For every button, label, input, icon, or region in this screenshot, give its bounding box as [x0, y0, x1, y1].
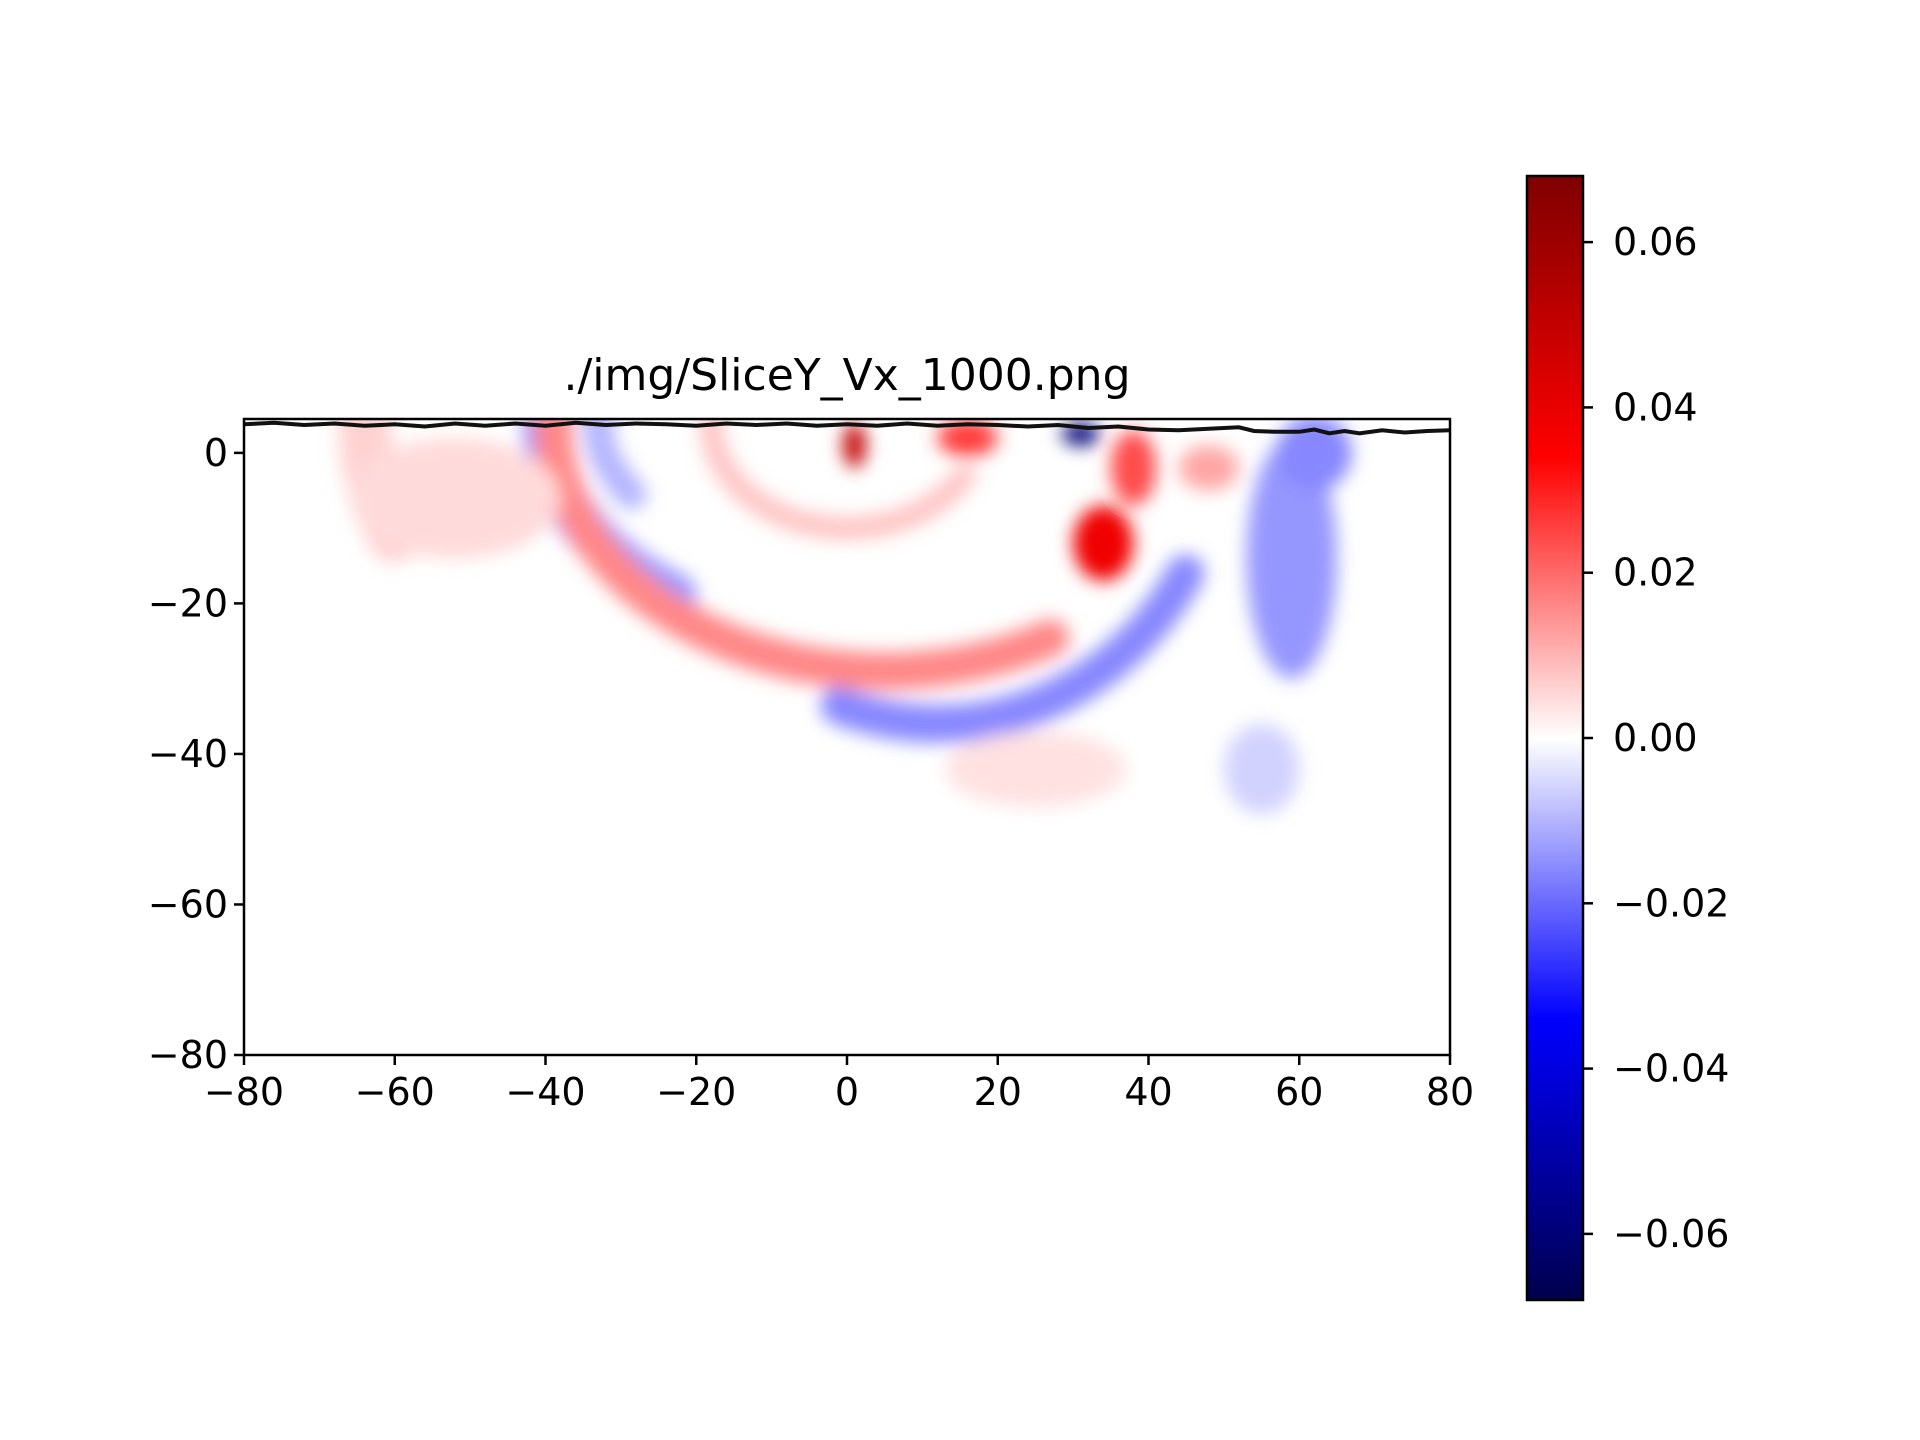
x-tick-label: 0	[835, 1070, 859, 1114]
colorbar-gradient	[1527, 176, 1583, 1300]
chart-title: ./img/SliceY_Vx_1000.png	[563, 350, 1130, 401]
x-tick-label: −20	[656, 1070, 736, 1114]
free-surface-line	[244, 420, 1450, 436]
plot-area	[242, 417, 1452, 1057]
wavefront-arc	[534, 419, 1070, 690]
wavefield-blob	[1110, 430, 1157, 506]
x-tick-label: 80	[1426, 1070, 1474, 1114]
wavefront-arc	[700, 419, 976, 540]
x-tick-label: 20	[974, 1070, 1022, 1114]
wavefield-blob	[944, 731, 1126, 807]
colorbar-tick-label: −0.04	[1613, 1047, 1729, 1091]
colorbar-tick-label: 0.06	[1613, 220, 1698, 264]
colorbar-ticks: 0.06 0.04 0.02 0.00 −0.02 −0.04 −0.06	[1583, 220, 1729, 1256]
y-axis: 0 −20 −40 −60 −80	[148, 431, 244, 1077]
x-tick-label: 60	[1275, 1070, 1323, 1114]
colorbar: 0.06 0.04 0.02 0.00 −0.02 −0.04 −0.06	[1525, 174, 1729, 1302]
colorbar-tick-label: −0.02	[1613, 881, 1729, 925]
wavefield-blob	[349, 437, 561, 559]
wavefield-blob	[1178, 445, 1239, 491]
x-tick-label: −80	[204, 1070, 284, 1114]
y-tick-label: −20	[148, 581, 228, 625]
x-tick-label: −60	[355, 1070, 435, 1114]
colorbar-tick-label: 0.02	[1613, 551, 1698, 595]
y-tick-label: 0	[204, 431, 228, 475]
y-tick-label: −60	[148, 882, 228, 926]
wavefront-arc	[820, 554, 1205, 743]
wavefield-blob	[1246, 437, 1337, 679]
wavefield-blob	[1073, 505, 1134, 581]
colorbar-tick-label: 0.00	[1613, 716, 1698, 760]
wavefield-blob	[1276, 419, 1353, 491]
x-tick-label: 40	[1124, 1070, 1172, 1114]
y-tick-label: −80	[148, 1033, 228, 1077]
x-tick-label: −40	[505, 1070, 585, 1114]
wavefront-arc	[583, 419, 647, 510]
wavefield-blob	[937, 419, 998, 457]
x-axis: −80 −60 −40 −20 0 20 40 60 80	[204, 1055, 1474, 1114]
wavefield-blob	[843, 422, 866, 468]
colorbar-tick-label: 0.04	[1613, 385, 1698, 429]
colorbar-tick-label: −0.06	[1613, 1212, 1729, 1256]
wavefield-image	[338, 419, 1353, 815]
wavefield-blob	[1223, 723, 1300, 815]
y-tick-label: −40	[148, 732, 228, 776]
